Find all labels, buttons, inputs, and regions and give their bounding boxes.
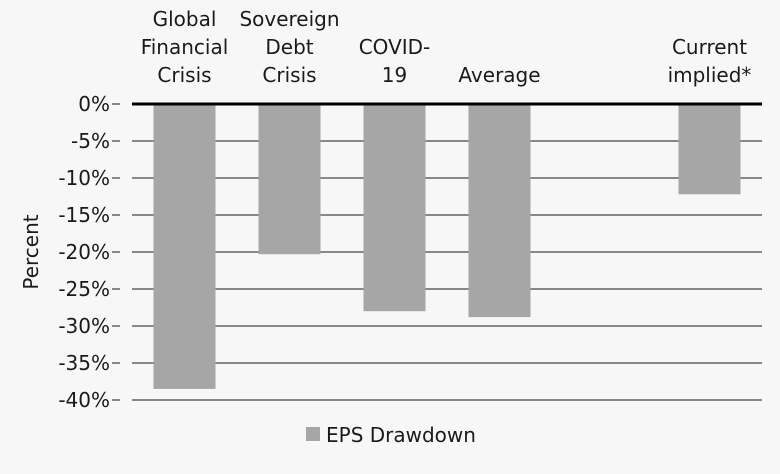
y-tick-label: 0% [78,92,110,116]
y-tick-label: -40% [58,388,110,412]
bar [153,104,216,389]
bars [153,104,741,389]
y-tick-label: -5% [71,129,110,153]
bar [258,104,321,255]
y-tick-label: -25% [58,277,110,301]
category-label: Sovereign Debt Crisis [239,7,339,87]
legend-swatch [306,427,320,441]
bar [468,104,531,318]
y-tick-label: -20% [58,240,110,264]
y-axis-label: Percent [19,214,43,289]
category-label: Current implied* [668,35,752,87]
gridlines [132,140,762,401]
bar [363,104,426,312]
category-label: COVID-19 [359,35,431,87]
y-tick-label: -35% [58,351,110,375]
category-label: Average [458,63,540,87]
y-tick-label: -30% [58,314,110,338]
y-tick-label: -10% [58,166,110,190]
category-label: Global Financial Crisis [141,7,229,87]
legend-label: EPS Drawdown [326,423,476,447]
y-tick-label: -15% [58,203,110,227]
y-axis-ticks: 0% -5% -10% -15% -20% -25% -30% -35% -40% [58,92,120,412]
legend: EPS Drawdown [306,423,476,447]
bar [678,104,741,195]
